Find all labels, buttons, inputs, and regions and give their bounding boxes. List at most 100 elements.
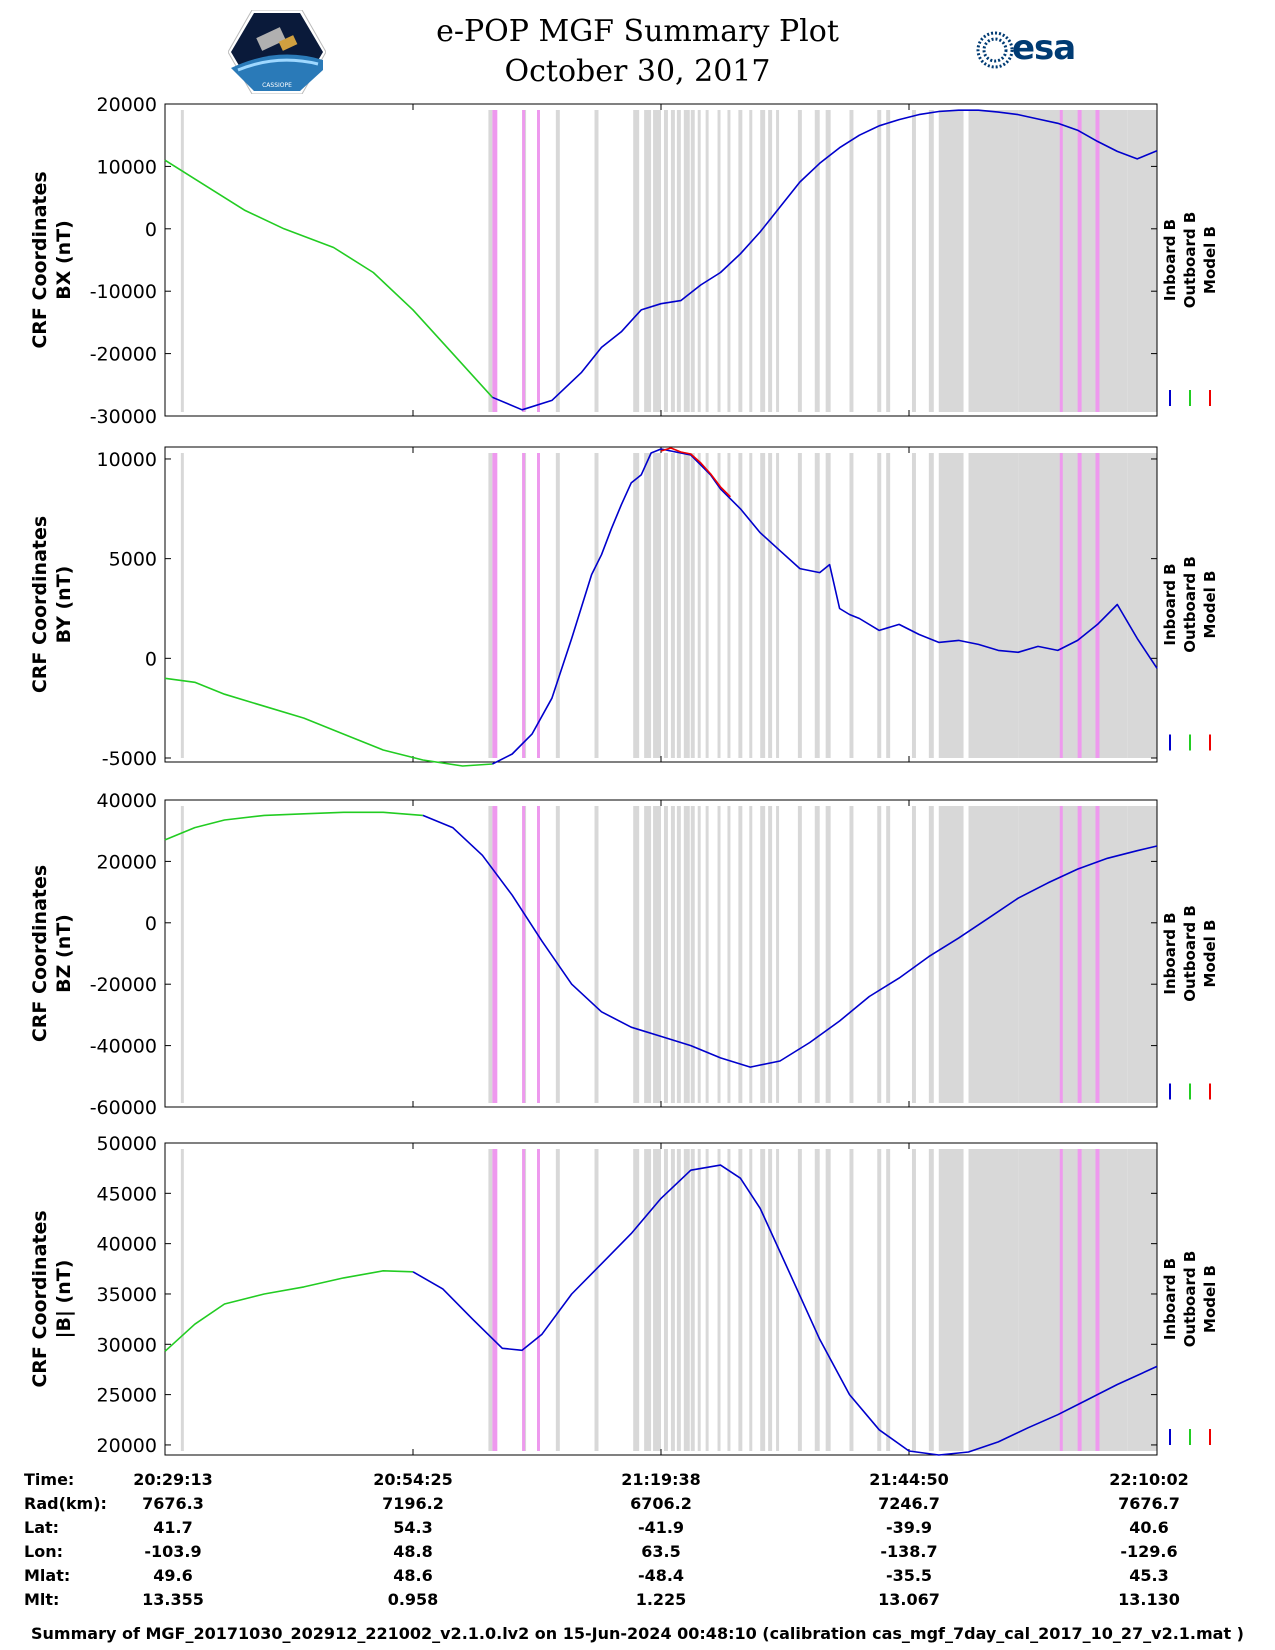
gap-bar-gray xyxy=(555,453,560,758)
info-value-rad: 7246.7 xyxy=(878,1494,940,1513)
gap-bar-pink xyxy=(492,453,498,758)
gap-bar-gray xyxy=(555,1149,560,1451)
footer-summary: Summary of MGF_20171030_202912_221002_v2… xyxy=(31,1624,1244,1643)
legend-label-outboard: Outboard B xyxy=(1181,556,1199,653)
gap-bar-gray xyxy=(760,453,766,758)
gap-bar-gray xyxy=(180,453,184,758)
gap-bar-gray xyxy=(938,806,964,1103)
gap-bar-gray xyxy=(911,110,916,412)
gap-bar-gray xyxy=(797,1149,802,1451)
gap-bar-gray xyxy=(749,1149,753,1451)
gap-bar-pink xyxy=(522,453,526,758)
gap-bar-pink xyxy=(492,806,498,1103)
info-value-mlat: -35.5 xyxy=(885,1566,933,1585)
info-value-lon: 48.8 xyxy=(393,1542,433,1561)
gap-bar-gray xyxy=(814,110,820,412)
y-tick-label: -5000 xyxy=(102,748,157,770)
gap-bar-gray xyxy=(776,453,780,758)
info-value-lon: 63.5 xyxy=(641,1542,681,1561)
gap-bar-gray xyxy=(697,110,701,412)
gap-bar-pink xyxy=(1077,806,1082,1103)
y-tick-label: 35000 xyxy=(97,1284,157,1306)
info-row-label: Lon: xyxy=(24,1542,63,1561)
y-tick-label: 20000 xyxy=(97,1435,157,1457)
legend-label-inboard: Inboard B xyxy=(1161,563,1179,645)
y-tick-label: 40000 xyxy=(97,1234,157,1256)
y-tick-label: -30000 xyxy=(90,406,157,428)
series-line-inboard xyxy=(422,814,1158,1068)
gap-bar-gray xyxy=(633,110,640,412)
gap-bar-gray xyxy=(717,1149,721,1451)
series-line-inboard xyxy=(492,109,1158,411)
gap-bar-gray xyxy=(825,806,831,1103)
gap-bar-gray xyxy=(886,1149,891,1451)
gap-bar-pink xyxy=(1095,453,1100,758)
gap-bar-gray xyxy=(877,453,882,758)
info-value-mlt: 1.225 xyxy=(635,1590,687,1609)
info-value-time: 21:19:38 xyxy=(621,1470,701,1489)
y-tick-label: 45000 xyxy=(97,1183,157,1205)
info-value-mlat: 45.3 xyxy=(1129,1566,1169,1585)
gap-bar-gray xyxy=(738,110,743,412)
gap-bar-gray xyxy=(825,453,831,758)
gap-bar-gray xyxy=(768,1149,773,1451)
gap-bar-gray xyxy=(727,1149,731,1451)
panel-1: 20000 10000 0 -10000 -20000 -30000 CRF Coordin… xyxy=(29,94,1219,428)
series-line-inboard xyxy=(412,1164,1158,1456)
gap-bar-gray xyxy=(1127,806,1157,1103)
gap-bar-pink xyxy=(1059,1149,1063,1451)
gap-bar-gray xyxy=(594,453,599,758)
gap-bar-gray xyxy=(1127,1149,1157,1451)
info-value-lat: -39.9 xyxy=(885,1518,933,1537)
gap-bar-gray xyxy=(814,1149,820,1451)
cassiope-logo-text: CASSIOPE xyxy=(262,82,292,89)
gap-bar-gray xyxy=(676,110,681,412)
gap-bar-pink xyxy=(537,453,540,758)
gap-bar-gray xyxy=(676,1149,681,1451)
gap-bar-gray xyxy=(760,806,766,1103)
gap-bar-gray xyxy=(727,110,731,412)
gap-bar-pink xyxy=(522,110,526,412)
gap-bar-gray xyxy=(683,806,690,1103)
gap-bar-gray xyxy=(488,453,493,758)
gap-bar-pink xyxy=(1095,110,1100,412)
legend-label-model: Model B xyxy=(1201,571,1219,639)
info-value-lat: 41.7 xyxy=(153,1518,193,1537)
cassiope-satellite-logo: CASSIOPE xyxy=(228,10,326,94)
gap-bar-gray xyxy=(911,453,916,758)
gap-bar-gray xyxy=(633,806,640,1103)
gap-bar-gray xyxy=(488,1149,493,1451)
gap-bar-gray xyxy=(768,110,773,412)
gap-bar-gray xyxy=(1018,453,1128,758)
gap-bar-pink xyxy=(1059,110,1063,412)
gap-bar-gray xyxy=(653,110,661,412)
series-line-model xyxy=(660,447,731,498)
gap-bar-gray xyxy=(797,453,802,758)
legend-label-inboard: Inboard B xyxy=(1161,219,1179,301)
y-axis-label: CRF Coordinates BZ (nT) xyxy=(29,865,75,1042)
y-tick-label: -10000 xyxy=(90,281,157,303)
gap-bar-gray xyxy=(683,110,690,412)
y-axis-label: CRF Coordinates BX (nT) xyxy=(29,171,75,348)
series-line-outboard xyxy=(164,1270,414,1352)
gap-bar-gray xyxy=(670,110,675,412)
y-tick-label: 5000 xyxy=(109,549,157,571)
gap-bar-gray xyxy=(717,806,721,1103)
gap-bar-gray xyxy=(849,453,854,758)
info-value-mlat: 48.6 xyxy=(393,1566,433,1585)
gap-bar-gray xyxy=(938,1149,964,1451)
y-tick-label: 10000 xyxy=(97,156,157,178)
gap-bar-gray xyxy=(594,110,599,412)
info-value-rad: 7676.7 xyxy=(1118,1494,1180,1513)
info-value-lon: -138.7 xyxy=(880,1542,938,1561)
gap-bar-gray xyxy=(968,806,1019,1103)
gap-bar-gray xyxy=(776,110,780,412)
info-row-label: Lat: xyxy=(24,1518,60,1537)
gap-bar-pink xyxy=(522,1149,526,1451)
panel-2: 10000 5000 0 -5000 CRF Coordinates BY (nT) Inb… xyxy=(29,446,1219,770)
gap-bar-gray xyxy=(594,806,599,1103)
series-line-inboard xyxy=(492,448,1158,765)
legend-label-outboard: Outboard B xyxy=(1181,905,1199,1002)
gap-bar-gray xyxy=(670,806,675,1103)
gap-bar-gray xyxy=(768,453,773,758)
